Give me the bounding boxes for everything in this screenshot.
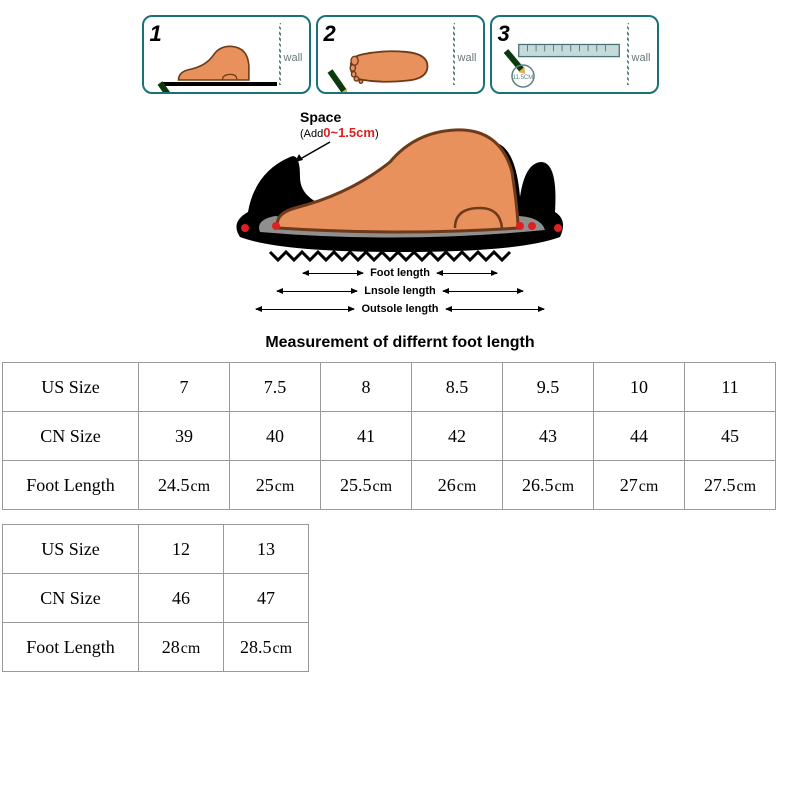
table-row: CN Size 39 40 41 42 43 44 45 bbox=[3, 412, 776, 461]
step-1-number: 1 bbox=[150, 21, 162, 47]
size-cell: 46 bbox=[139, 574, 224, 623]
size-cell: 41 bbox=[321, 412, 412, 461]
step-1-wall-label: wall bbox=[284, 52, 303, 64]
size-cell: 28.5cm bbox=[224, 623, 309, 672]
size-cell: 9.5 bbox=[503, 363, 594, 412]
step-2-wall-label: wall bbox=[458, 52, 477, 64]
size-cell: 39 bbox=[139, 412, 230, 461]
size-cell: 24.5cm bbox=[139, 461, 230, 510]
step-3-box: 3 wall 11.5CM bbox=[490, 15, 659, 94]
size-cell: 11 bbox=[685, 363, 776, 412]
wall-line-1 bbox=[279, 23, 281, 85]
cn-size-header: CN Size bbox=[3, 574, 139, 623]
foot-top-icon bbox=[342, 41, 432, 86]
outsole-length-label: Outsole length bbox=[362, 303, 439, 315]
wall-line-3 bbox=[627, 23, 629, 85]
size-cell: 12 bbox=[139, 525, 224, 574]
foot-length-header: Foot Length bbox=[3, 461, 139, 510]
outsole-length-arrow: Outsole length bbox=[200, 303, 600, 315]
measurement-circle-icon: 11.5CM bbox=[510, 63, 540, 89]
table-row: Foot Length 28cm 28.5cm bbox=[3, 623, 309, 672]
size-cell: 25.5cm bbox=[321, 461, 412, 510]
cn-size-header: CN Size bbox=[3, 412, 139, 461]
size-cell: 7 bbox=[139, 363, 230, 412]
size-table-1: US Size 7 7.5 8 8.5 9.5 10 11 CN Size 39… bbox=[2, 362, 776, 510]
size-cell: 27.5cm bbox=[685, 461, 776, 510]
step-1-box: 1 wall bbox=[142, 15, 311, 94]
foot-length-label: Foot length bbox=[370, 267, 430, 279]
size-cell: 8 bbox=[321, 363, 412, 412]
table-row: CN Size 46 47 bbox=[3, 574, 309, 623]
size-cell: 26cm bbox=[412, 461, 503, 510]
size-cell: 7.5 bbox=[230, 363, 321, 412]
diagram-caption: Measurement of differnt foot length bbox=[0, 334, 800, 352]
foot-length-arrow: Foot length bbox=[200, 267, 600, 279]
size-cell: 45 bbox=[685, 412, 776, 461]
size-cell: 26.5cm bbox=[503, 461, 594, 510]
insole-length-arrow: Lnsole length bbox=[200, 285, 600, 297]
foot-shoe-diagram: Space (Add0~1.5cm) Foot length Lnsole le… bbox=[200, 102, 600, 332]
table-row: US Size 7 7.5 8 8.5 9.5 10 11 bbox=[3, 363, 776, 412]
size-table-2: US Size 12 13 CN Size 46 47 Foot Length … bbox=[2, 524, 309, 672]
insole-length-label: Lnsole length bbox=[364, 285, 436, 297]
size-cell: 40 bbox=[230, 412, 321, 461]
svg-text:11.5CM: 11.5CM bbox=[512, 75, 533, 81]
size-cell: 28cm bbox=[139, 623, 224, 672]
us-size-header: US Size bbox=[3, 363, 139, 412]
wall-line-2 bbox=[453, 23, 455, 85]
step-3-number: 3 bbox=[498, 21, 510, 47]
size-cell: 13 bbox=[224, 525, 309, 574]
table-row: Foot Length 24.5cm 25cm 25.5cm 26cm 26.5… bbox=[3, 461, 776, 510]
size-cell: 47 bbox=[224, 574, 309, 623]
us-size-header: US Size bbox=[3, 525, 139, 574]
size-cell: 42 bbox=[412, 412, 503, 461]
size-cell: 25cm bbox=[230, 461, 321, 510]
size-cell: 10 bbox=[594, 363, 685, 412]
size-cell: 27cm bbox=[594, 461, 685, 510]
measurement-steps-row: 1 wall 2 wall 3 wall bbox=[0, 0, 800, 94]
table-row: US Size 12 13 bbox=[3, 525, 309, 574]
size-cell: 43 bbox=[503, 412, 594, 461]
size-cell: 44 bbox=[594, 412, 685, 461]
shoe-foot-svg bbox=[200, 102, 600, 282]
step-3-wall-label: wall bbox=[632, 52, 651, 64]
step-2-number: 2 bbox=[324, 21, 336, 47]
foot-side-icon bbox=[172, 44, 257, 84]
step-2-box: 2 wall bbox=[316, 15, 485, 94]
size-cell: 8.5 bbox=[412, 363, 503, 412]
foot-length-header: Foot Length bbox=[3, 623, 139, 672]
